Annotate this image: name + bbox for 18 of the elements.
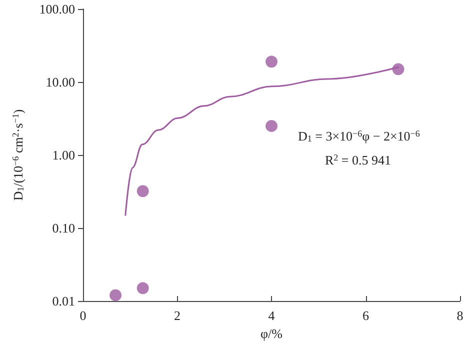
y-tick-label: 0.10 [52, 220, 75, 236]
x-tick-label: 0 [80, 308, 86, 323]
point [266, 56, 278, 68]
y-tick-label: 10.00 [46, 74, 75, 90]
x-tick-label: 6 [362, 308, 370, 323]
y-tick-label: 1.00 [52, 148, 75, 162]
point [266, 120, 278, 132]
point [136, 185, 149, 198]
x-axis-title: φ/% [260, 326, 283, 341]
point [392, 63, 404, 76]
x-tick-label: 4 [268, 308, 276, 323]
point [110, 289, 122, 302]
text: D1/(10−6 cm2·s−1) [10, 109, 26, 201]
x-tick-label: 8 [456, 308, 464, 323]
point [136, 282, 149, 294]
x-tick-label: 2 [174, 308, 180, 323]
y-tick-label: 0.01 [52, 294, 75, 308]
y-tick-label: 100.00 [39, 2, 75, 16]
